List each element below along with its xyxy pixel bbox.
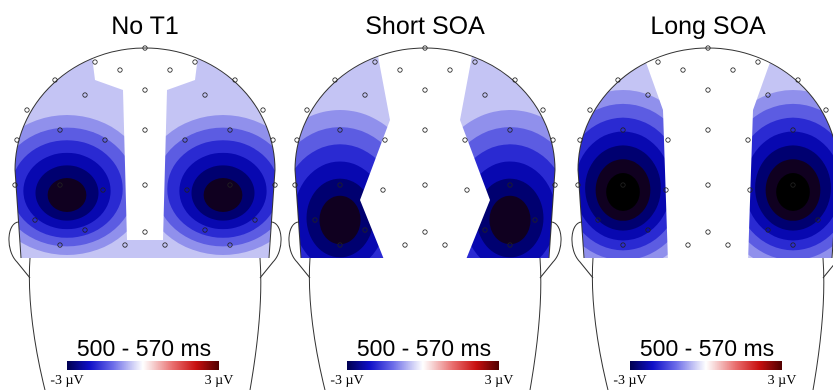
scale-max: 3 µV [205, 373, 234, 388]
potential-contour [606, 173, 640, 211]
scale-min: -3 µV [50, 373, 83, 388]
electrode [588, 108, 592, 112]
neck-outline [530, 258, 541, 390]
topomap-panel: Short SOA 500 - 570 ms -3 µV 3 µV [255, 12, 595, 390]
potential-contour [776, 173, 810, 211]
time-window: 500 - 570 ms [77, 335, 211, 361]
topomap [255, 40, 595, 310]
scale-max: 3 µV [485, 373, 514, 388]
topomap-panel: No T1 500 - 570 ms -3 µV 3 µV [0, 12, 303, 390]
panel-title: Short SOA [365, 12, 485, 40]
scale-min: -3 µV [330, 373, 363, 388]
electrode [305, 108, 309, 112]
panel-title: No T1 [111, 12, 179, 40]
scale-min: -3 µV [613, 373, 646, 388]
colorbar [630, 361, 782, 370]
electrode [824, 108, 828, 112]
colorbar [347, 361, 499, 370]
topomap-panel: Long SOA 500 - 570 ms -3 µV 3 µV [543, 12, 833, 390]
topomap [0, 40, 303, 270]
potential-contour [489, 196, 530, 244]
neck-outline [250, 258, 261, 390]
time-window: 500 - 570 ms [640, 335, 774, 361]
potential-contour [204, 178, 243, 212]
scale-max: 3 µV [768, 373, 797, 388]
colorbar [67, 361, 219, 370]
potential-contour [319, 196, 360, 244]
potential-contour [48, 178, 87, 212]
electrode [25, 108, 29, 112]
electrode [541, 108, 545, 112]
neck-outline [29, 258, 45, 390]
neck-outline [309, 258, 325, 390]
time-window: 500 - 570 ms [357, 335, 491, 361]
neck-outline [592, 258, 608, 390]
neck-outline [813, 258, 824, 390]
electrode [261, 108, 265, 112]
figure: No T1 500 - 570 ms -3 µV 3 µV Short SOA 500 -… [0, 0, 833, 390]
panel-title: Long SOA [650, 12, 766, 40]
